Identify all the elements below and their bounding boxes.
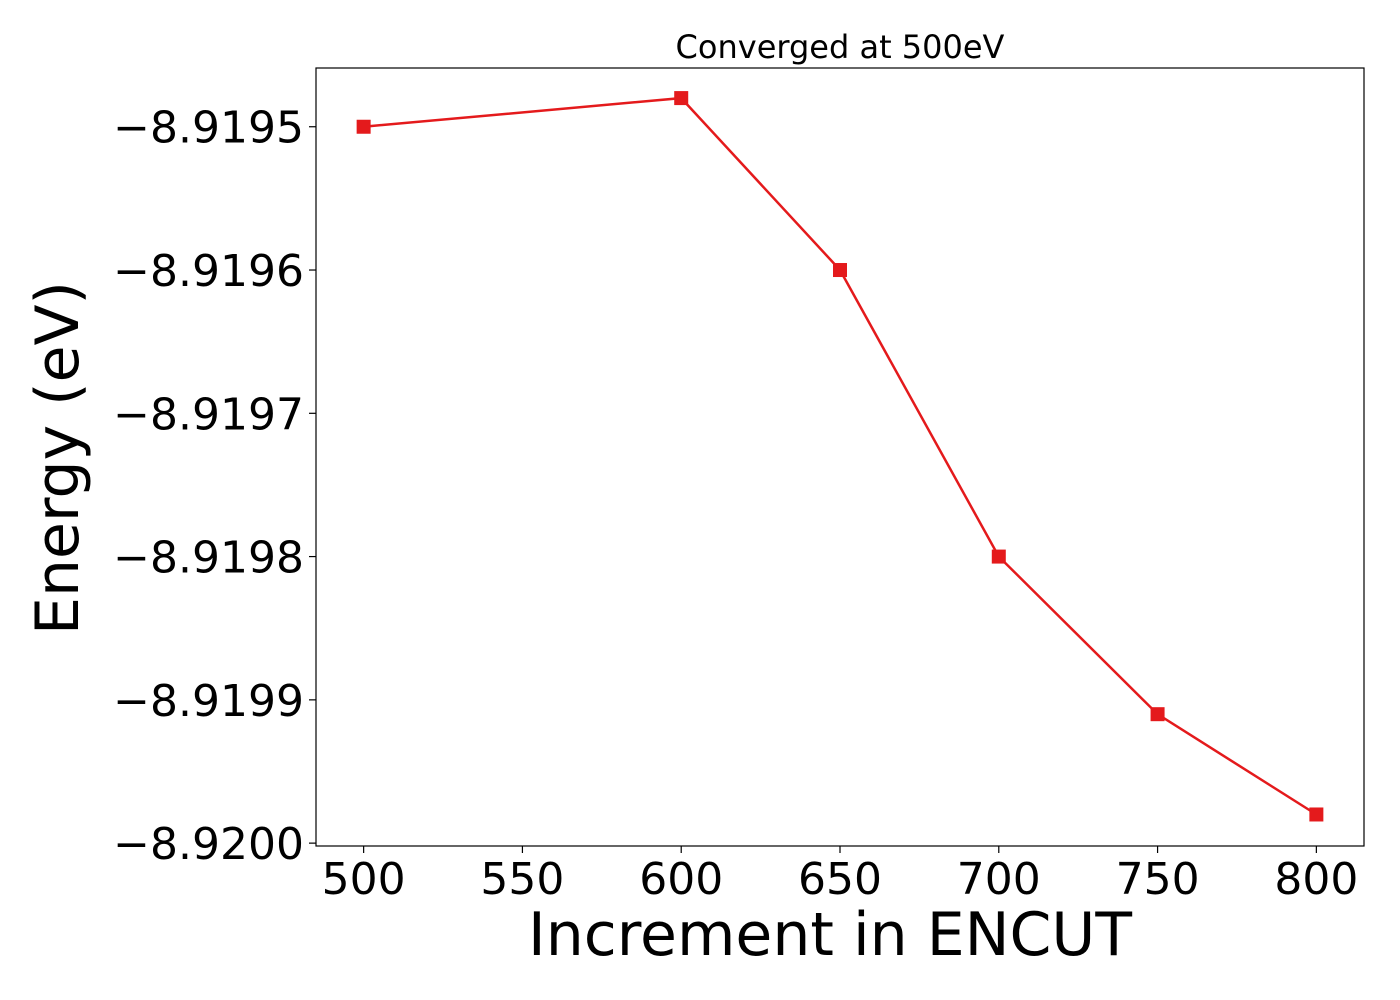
data-point-marker bbox=[991, 549, 1006, 564]
data-point-marker bbox=[1309, 807, 1324, 822]
x-tick-label: 600 bbox=[639, 854, 723, 905]
series-line bbox=[363, 96, 1318, 816]
data-point-marker bbox=[833, 263, 847, 278]
y-tick-label: −8.9196 bbox=[113, 246, 304, 297]
y-tick-label: −8.9195 bbox=[113, 103, 304, 154]
y-axis: −8.9195 −8.9196 −8.9197 −8.9198 −8.9199 −8.92… bbox=[113, 103, 316, 870]
x-tick-label: 700 bbox=[957, 854, 1041, 905]
x-axis: 500 550 600 650 700 750 800 bbox=[322, 846, 1358, 905]
y-tick-label: −8.9200 bbox=[113, 819, 304, 870]
data-point-marker bbox=[1150, 707, 1165, 722]
x-tick-label: 500 bbox=[322, 854, 406, 905]
chart-title: Converged at 500eV bbox=[676, 28, 1005, 66]
y-tick-label: −8.9199 bbox=[113, 676, 304, 727]
plot-frame bbox=[315, 67, 1365, 847]
data-point-marker bbox=[356, 119, 371, 134]
x-tick-label: 750 bbox=[1116, 854, 1200, 905]
plot-area bbox=[356, 91, 1324, 822]
x-tick-label: 800 bbox=[1274, 854, 1358, 905]
y-axis-label: Energy (eV) bbox=[23, 281, 93, 635]
y-tick-label: −8.9198 bbox=[113, 533, 304, 584]
x-tick-label: 650 bbox=[798, 854, 882, 905]
data-point-marker bbox=[674, 91, 689, 106]
x-axis-label: Increment in ENCUT bbox=[528, 900, 1132, 970]
y-tick-label: −8.9197 bbox=[113, 389, 304, 440]
x-tick-label: 550 bbox=[480, 854, 564, 905]
